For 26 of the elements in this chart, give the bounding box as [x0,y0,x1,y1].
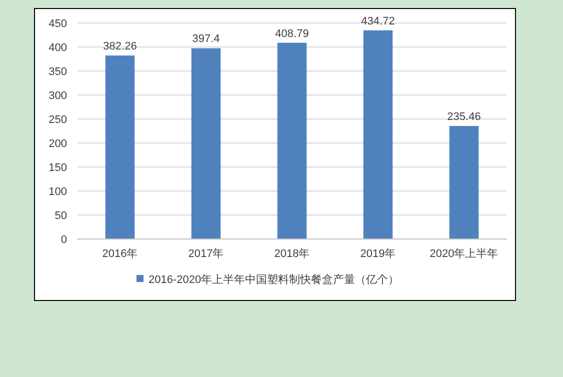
data-label: 408.79 [275,28,309,40]
y-tick-label: 50 [54,210,67,222]
y-tick-label: 400 [48,42,67,54]
bar [191,48,221,239]
data-label: 397.4 [192,33,220,46]
x-tick-label: 2017年 [188,248,224,260]
x-tick-label: 2016年 [102,248,138,260]
x-tick-label: 2020年上半年 [430,247,498,260]
data-label: 235.46 [447,110,481,123]
legend-label: 2016-2020年上半年中国塑料制快餐盒产量（亿个） [148,273,400,286]
data-label: 382.26 [103,40,137,53]
y-tick-label: 450 [48,18,67,30]
x-tick-label: 2018年 [274,248,310,260]
y-tick-label: 300 [48,90,67,102]
x-tick-label: 2019年 [360,248,396,260]
data-label: 434.72 [361,15,395,28]
y-tick-label: 100 [48,186,67,198]
bar [105,56,135,239]
y-tick-label: 150 [48,162,67,174]
y-tick-label: 350 [48,66,67,78]
bar [449,126,479,239]
y-tick-label: 250 [48,114,67,126]
bar [277,42,307,239]
y-tick-label: 200 [48,138,67,150]
bar [363,30,393,239]
y-tick-label: 0 [60,234,67,246]
